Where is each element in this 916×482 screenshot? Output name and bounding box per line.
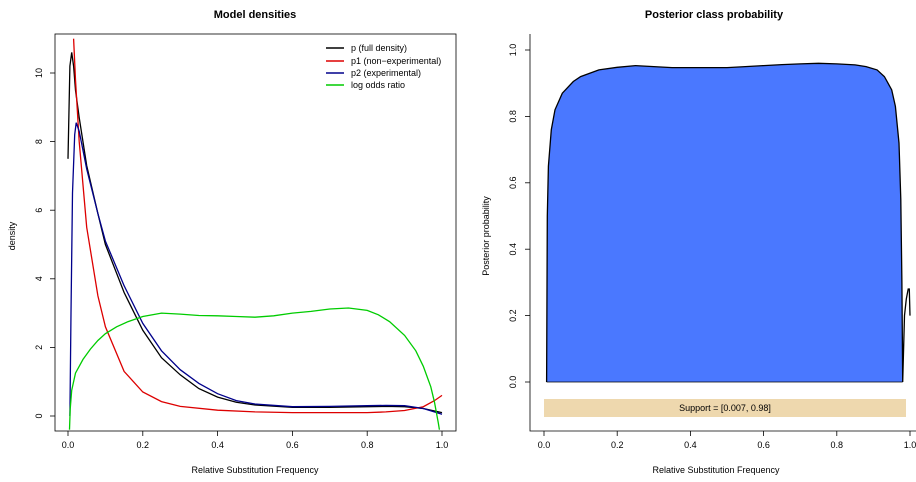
- left-y-tick-label: 6: [34, 208, 44, 213]
- right-x-tick-label: 0.2: [611, 440, 624, 450]
- left-x-axis: 0.0 0.2 0.4 0.6 0.8 1.0: [62, 431, 449, 450]
- left-x-tick-label: 0.2: [137, 440, 150, 450]
- right-x-tick-label: 1.0: [904, 440, 916, 450]
- left-x-tick-label: 1.0: [436, 440, 449, 450]
- right-x-tick-label: 0.4: [684, 440, 697, 450]
- series-line-0: [67, 52, 443, 414]
- series-line-3: [68, 307, 441, 430]
- right-y-tick-label: 0.6: [508, 177, 518, 190]
- right-y-tick-label: 1.0: [508, 44, 518, 57]
- posterior-area: [546, 63, 903, 383]
- left-x-tick-label: 0.0: [62, 440, 75, 450]
- right-y-tick-label: 0.8: [508, 110, 518, 123]
- left-y-tick-label: 8: [34, 139, 44, 144]
- right-y-tick-label: 0.0: [508, 376, 518, 389]
- right-y-tick-label: 0.4: [508, 243, 518, 256]
- legend-label-0: p (full density): [351, 43, 407, 53]
- legend: p (full density) p1 (non−experimental) p…: [326, 43, 441, 90]
- left-x-tick-label: 0.8: [361, 440, 374, 450]
- left-y-tick-label: 4: [34, 276, 44, 281]
- series-line-2: [69, 122, 443, 417]
- left-x-tick-label: 0.6: [286, 440, 299, 450]
- model-densities-panel: Model densities 0.0 0.2 0.4 0.6 0.8 1.0 0 2 4 6 8…: [7, 9, 457, 475]
- right-x-tick-label: 0.0: [538, 440, 551, 450]
- left-y-tick-label: 2: [34, 345, 44, 350]
- right-plot-frame: [529, 34, 916, 432]
- right-y-axis: 0.0 0.2 0.4 0.6 0.8 1.0: [508, 44, 530, 389]
- support-label: Support = [0.007, 0.98]: [679, 403, 771, 413]
- right-y-tick-label: 0.2: [508, 309, 518, 322]
- left-series-group: [67, 38, 443, 430]
- right-x-axis: 0.0 0.2 0.4 0.6 0.8 1.0: [538, 431, 916, 450]
- left-plot-frame: [54, 33, 457, 432]
- left-y-axis-label: density: [7, 221, 17, 250]
- right-chart-title: Posterior class probability: [645, 9, 784, 21]
- series-line-1: [72, 38, 443, 414]
- left-y-axis: 0 2 4 6 8 10: [34, 68, 55, 419]
- legend-label-1: p1 (non−experimental): [351, 56, 441, 66]
- left-y-tick-label: 10: [34, 68, 44, 78]
- posterior-line: [545, 62, 911, 383]
- legend-label-2: p2 (experimental): [351, 68, 421, 78]
- left-x-axis-label: Relative Substitution Frequency: [191, 465, 319, 475]
- left-y-tick-label: 0: [34, 413, 44, 418]
- right-x-axis-label: Relative Substitution Frequency: [652, 465, 780, 475]
- right-y-axis-label: Posterior probability: [481, 196, 491, 276]
- right-x-tick-label: 0.6: [757, 440, 770, 450]
- legend-label-3: log odds ratio: [351, 80, 405, 90]
- posterior-probability-panel: Posterior class probability Support = [0…: [481, 9, 916, 475]
- left-x-tick-label: 0.4: [211, 440, 224, 450]
- right-x-tick-label: 0.8: [831, 440, 844, 450]
- left-chart-title: Model densities: [214, 9, 297, 21]
- support-bar: [544, 399, 906, 417]
